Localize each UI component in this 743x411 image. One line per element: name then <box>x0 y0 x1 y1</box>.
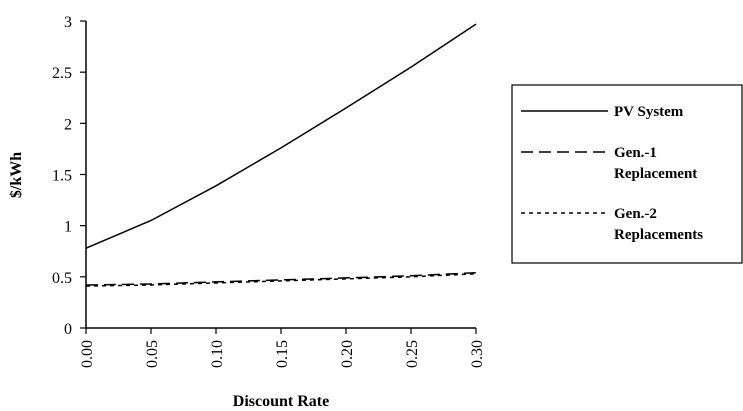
legend-label-line2: Replacement <box>614 166 697 182</box>
legend-label: Gen.-1 <box>614 145 657 161</box>
series-line-2 <box>86 273 476 285</box>
plot-area <box>86 24 476 286</box>
y-tick-label: 2 <box>64 116 72 133</box>
x-tick-label: 0.15 <box>274 340 291 368</box>
y-tick-label: 0 <box>64 321 72 338</box>
legend-label: Gen.-2 <box>614 206 657 222</box>
x-tick-label: 0.30 <box>469 340 486 368</box>
y-tick-label: 3 <box>64 14 72 31</box>
x-tick-label: 0.20 <box>339 340 356 368</box>
series-line-1 <box>86 24 476 248</box>
legend: PV System Gen.-1 Replacement Gen.-2 Replacem… <box>512 85 742 263</box>
legend-label-line2: Replacements <box>614 227 703 243</box>
y-tick-label: 1.5 <box>52 168 72 185</box>
x-axis-title: Discount Rate <box>233 393 329 410</box>
y-axis-title: $/kWh <box>8 152 25 198</box>
y-tick-label: 1 <box>64 219 72 236</box>
x-tick-label: 0.25 <box>404 340 421 368</box>
x-tick-label: 0.05 <box>144 340 161 368</box>
legend-label: PV System <box>614 104 684 120</box>
axes: 0 0.5 1 1.5 2 2.5 3 0.00 0.05 0.10 0.15 0.20 0.25 0.3… <box>52 14 486 368</box>
y-tick-label: 2.5 <box>52 65 72 82</box>
x-tick-label: 0.00 <box>79 340 96 368</box>
x-tick-label: 0.10 <box>209 340 226 368</box>
y-tick-label: 0.5 <box>52 270 72 287</box>
